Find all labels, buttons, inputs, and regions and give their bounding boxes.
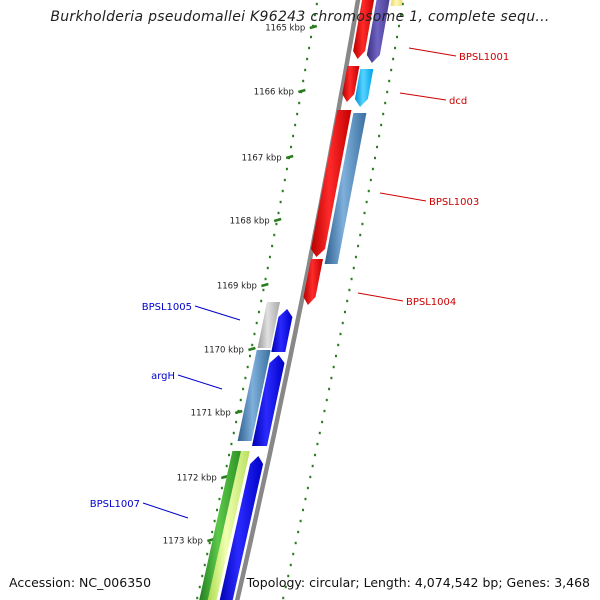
major-tick bbox=[309, 24, 318, 30]
major-tick bbox=[248, 346, 256, 352]
gene-arrow bbox=[237, 350, 271, 441]
topology-text: Topology: circular; Length: 4,074,542 bp… bbox=[246, 575, 590, 590]
tick-label: 1167 kbp bbox=[242, 154, 282, 164]
tick-marks-outer bbox=[196, 2, 318, 600]
accession-text: Accession: NC_006350 bbox=[9, 575, 152, 590]
map-title: Burkholderia pseudomallei K96243 chromos… bbox=[50, 9, 550, 25]
leader-line bbox=[399, 92, 447, 101]
major-tick bbox=[298, 88, 306, 94]
gene-arrow bbox=[354, 69, 374, 107]
major-tick bbox=[285, 154, 294, 160]
gene-label-bpsl1007: BPSL1007 bbox=[90, 499, 140, 510]
gene-arrow bbox=[303, 259, 323, 305]
gene-label-bpsl1005: BPSL1005 bbox=[142, 302, 192, 313]
gene-arrow bbox=[219, 456, 264, 600]
gene-label-argh: argH bbox=[151, 371, 175, 382]
leader-line bbox=[194, 305, 241, 321]
genome-backbone bbox=[234, 0, 361, 600]
tick-label: 1169 kbp bbox=[217, 282, 257, 292]
gene-arrow bbox=[257, 302, 280, 348]
tick-marks-inner bbox=[282, 2, 404, 600]
tick-label: 1168 kbp bbox=[230, 217, 270, 227]
gene-arrow bbox=[390, 0, 403, 6]
tick-label: 1173 kbp bbox=[163, 537, 203, 547]
gene-arrow bbox=[311, 110, 352, 257]
major-tick bbox=[261, 282, 269, 288]
leader-line bbox=[357, 292, 404, 302]
tick-label: 1165 kbp bbox=[265, 24, 305, 34]
gene-arrow bbox=[342, 66, 360, 102]
major-tick bbox=[234, 409, 243, 415]
tick-label: 1172 kbp bbox=[177, 474, 217, 484]
gene-features bbox=[199, 0, 403, 600]
leader-line bbox=[408, 47, 457, 57]
tick-label: 1171 kbp bbox=[191, 409, 231, 419]
tick-labels: 1165 kbp 1166 kbp 1167 kbp 1168 kbp 1169 kbp… bbox=[163, 24, 305, 547]
gene-arrow bbox=[207, 451, 250, 600]
gene-label-bpsl1001: BPSL1001 bbox=[459, 52, 509, 63]
gene-labels: BPSL1001 dcd BPSL1003 BPSL1004 BPSL1005 argH B… bbox=[90, 52, 510, 510]
gene-arrow bbox=[366, 0, 390, 63]
gene-arrow bbox=[324, 113, 367, 264]
leader-line bbox=[379, 192, 427, 202]
gene-arrow bbox=[271, 309, 293, 352]
gene-label-bpsl1003: BPSL1003 bbox=[429, 197, 479, 208]
major-tick bbox=[273, 217, 282, 223]
gene-arrow bbox=[199, 451, 243, 600]
label-leader-lines bbox=[142, 47, 457, 519]
gene-label-bpsl1004: BPSL1004 bbox=[406, 297, 456, 308]
gene-arrow bbox=[252, 355, 285, 446]
leader-line bbox=[142, 502, 189, 519]
gene-arrow bbox=[353, 0, 375, 59]
leader-line bbox=[177, 374, 223, 390]
tick-label: 1170 kbp bbox=[204, 346, 244, 356]
tick-label: 1166 kbp bbox=[254, 88, 294, 98]
gene-label-dcd: dcd bbox=[449, 96, 467, 107]
